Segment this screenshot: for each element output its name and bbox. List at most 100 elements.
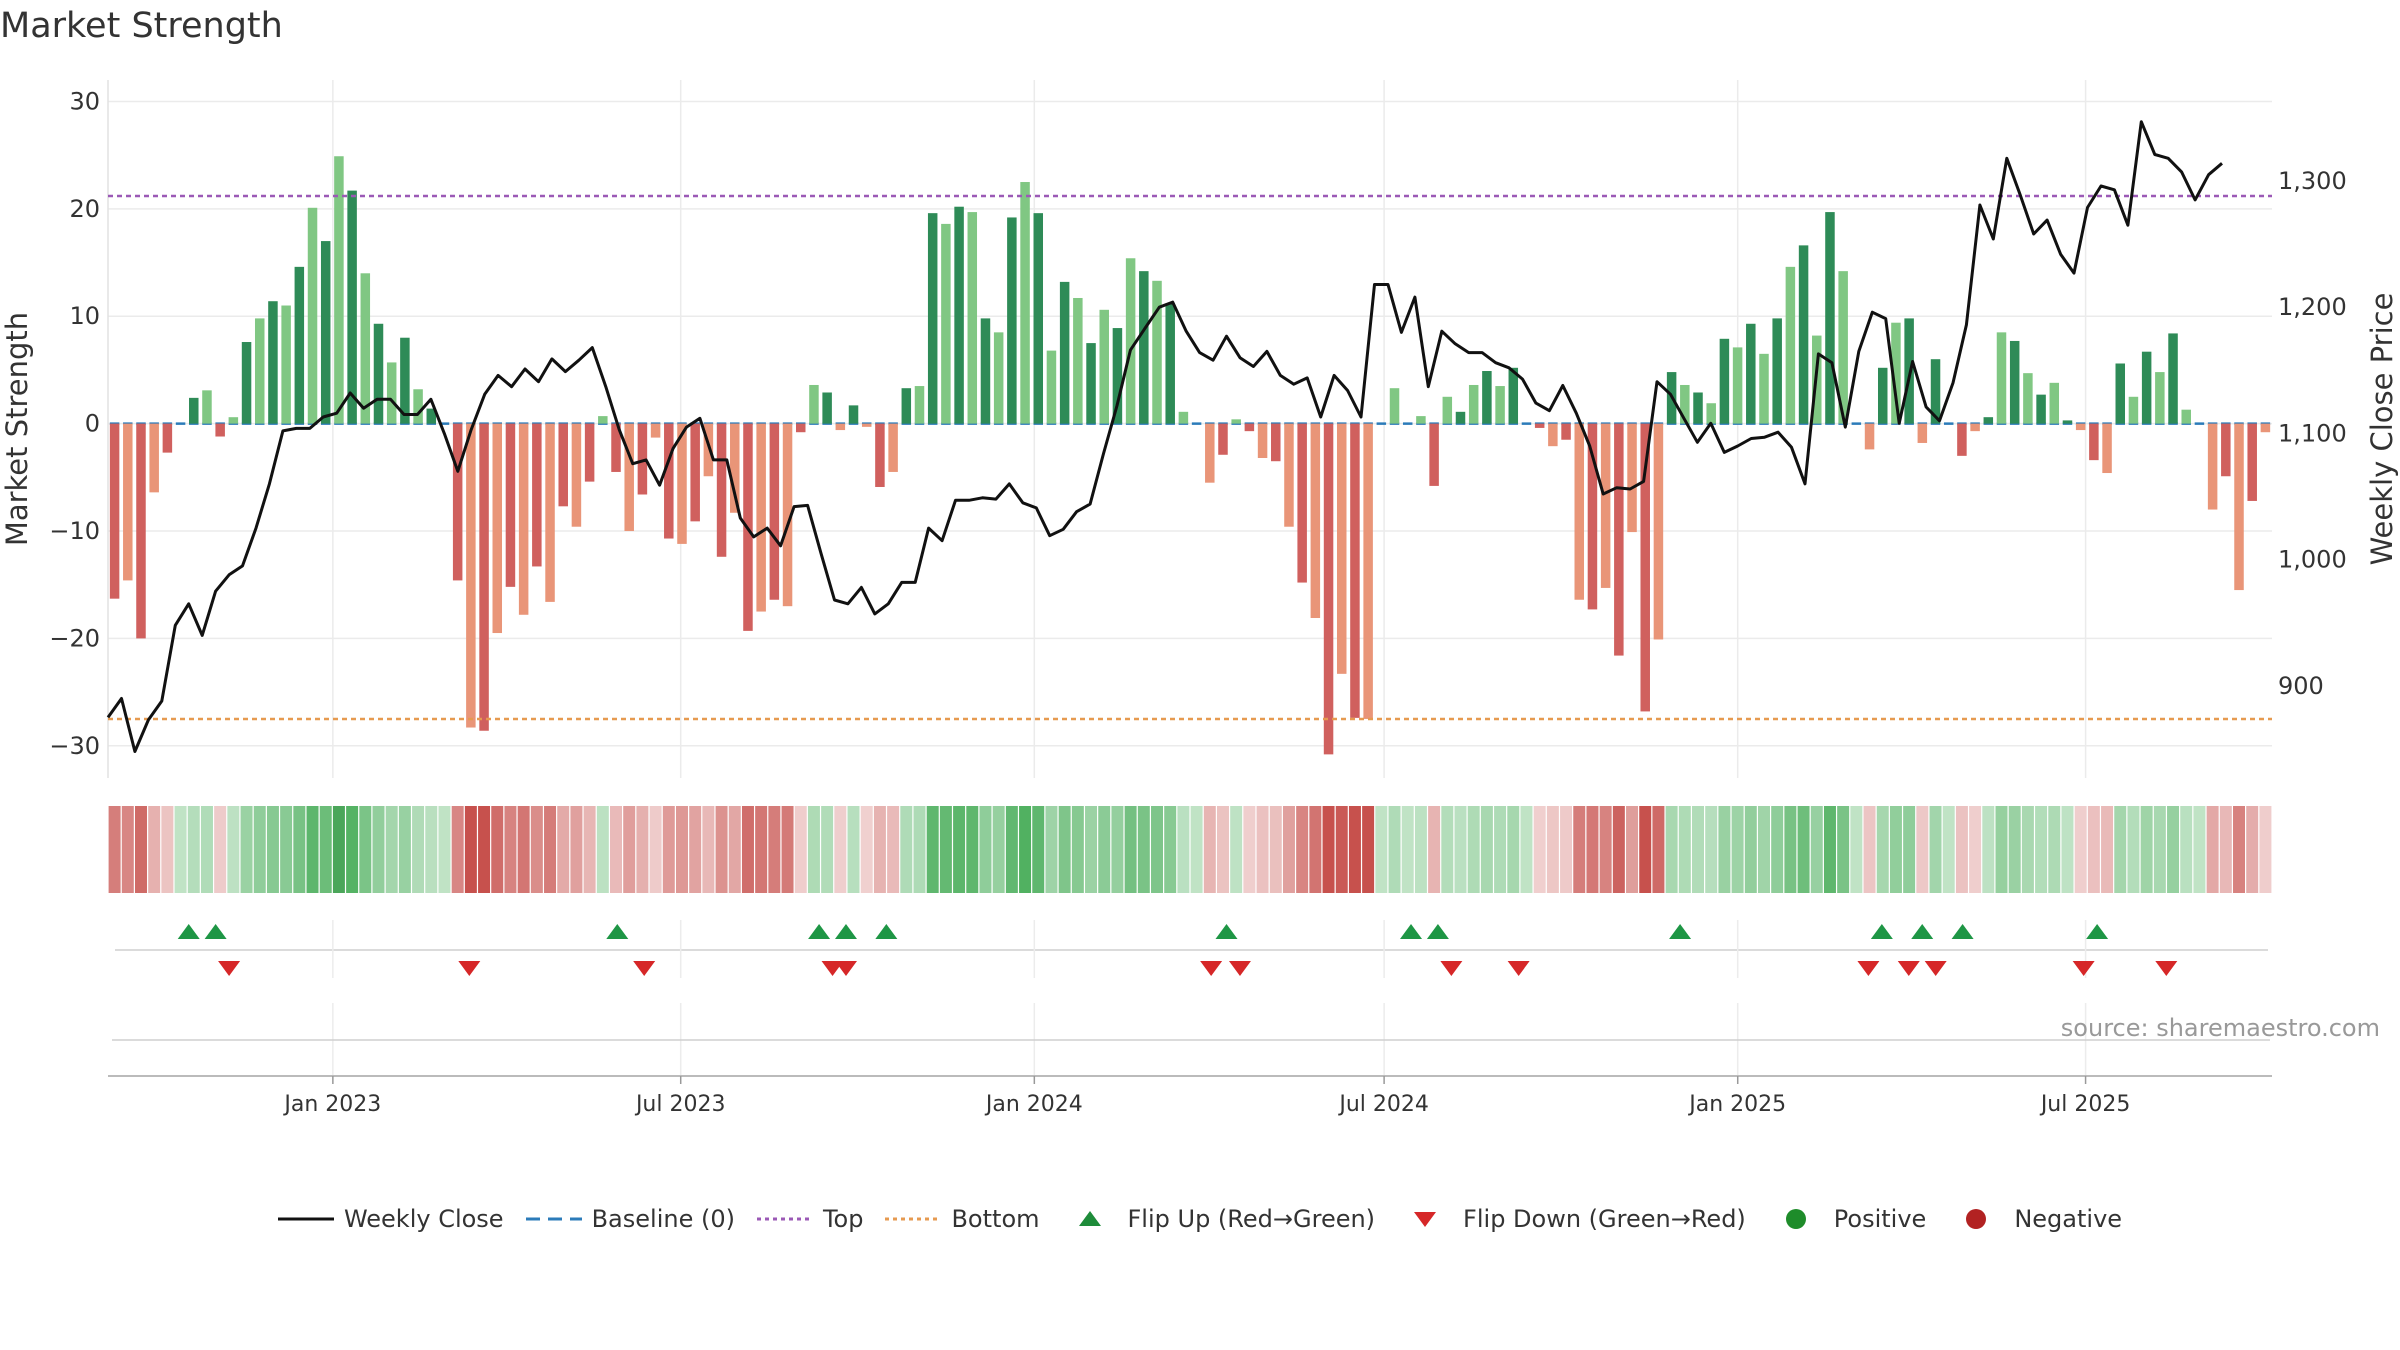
heat-cell [174, 806, 187, 893]
strength-bar [1680, 384, 1690, 424]
x-tick-label: Jan 2023 [282, 1092, 381, 1117]
heat-cell [596, 806, 609, 893]
price-line-group [106, 120, 2223, 753]
flip-up-marker [2086, 924, 2109, 939]
strength-bar [241, 342, 252, 424]
strength-bar [941, 223, 951, 424]
flip-up-marker [606, 924, 629, 939]
legend-label: Positive [1833, 1205, 1927, 1233]
strength-bar [1983, 417, 1994, 424]
strength-bar [1455, 411, 1466, 424]
chart-title: Market Strength [0, 6, 283, 46]
heat-cell [1982, 806, 1995, 893]
heat-cell [966, 806, 979, 893]
strength-bar [307, 207, 318, 424]
legend-label: Baseline (0) [591, 1205, 735, 1233]
strength-bar [1284, 423, 1294, 527]
strength-bar [426, 408, 437, 424]
legend-item: Top [756, 1205, 863, 1233]
strength-bar [980, 318, 991, 424]
strength-bar [1020, 182, 1030, 424]
strength-bar [703, 423, 714, 477]
strength-bar [1640, 423, 1650, 712]
heat-cell [253, 806, 266, 893]
heat-cell [662, 806, 675, 893]
heat-cell [1137, 806, 1150, 893]
heat-cell [926, 806, 939, 893]
strength-bar [215, 423, 225, 437]
heat-cell [715, 806, 728, 893]
flip-down-marker [1507, 961, 1530, 976]
strength-bar [2062, 420, 2073, 424]
heat-cell [2206, 806, 2219, 893]
flip-up-marker [875, 924, 898, 939]
flip-down-marker [458, 961, 481, 976]
left-tick-label: 0 [85, 410, 100, 438]
heat-cell [544, 806, 557, 893]
strength-bar [1534, 423, 1545, 428]
strength-bar [360, 273, 371, 424]
strength-bar [624, 423, 634, 532]
flip-down-marker [1440, 961, 1463, 976]
heat-cell [451, 806, 464, 893]
heat-cell [610, 806, 623, 893]
heat-cell [1837, 806, 1850, 893]
heat-cell [953, 806, 966, 893]
flip-up-marker [1426, 924, 1449, 939]
legend-label: Bottom [951, 1205, 1040, 1233]
x-tick-label: Jul 2023 [634, 1092, 726, 1117]
strength-bar [1864, 423, 1875, 450]
flip-down-marker [1200, 961, 1223, 976]
heat-cell [2153, 806, 2166, 893]
flip-up-marker [1400, 924, 1423, 939]
strength-bar [1033, 213, 1044, 424]
heat-cell [1969, 806, 1982, 893]
heat-cell [900, 806, 913, 893]
strength-bar [334, 156, 344, 424]
heat-cell [1296, 806, 1309, 893]
heat-cell [266, 806, 279, 893]
heat-cell [214, 806, 227, 893]
heat-cell [1124, 806, 1137, 893]
heat-cell [425, 806, 438, 893]
heat-cell [1929, 806, 1942, 893]
heat-cell [1045, 806, 1058, 893]
heat-cell [134, 806, 147, 893]
strength-bar [1548, 423, 1558, 447]
legend-label: Flip Down (Green→Red) [1463, 1205, 1746, 1233]
strength-bar [1350, 423, 1360, 718]
heat-cell [2008, 806, 2021, 893]
strength-bar [1600, 423, 1611, 588]
heat-cell [1546, 806, 1559, 893]
strength-bar [875, 423, 885, 487]
legend-swatch [1414, 1212, 1437, 1227]
heat-cell [675, 806, 688, 893]
heat-cell [794, 806, 807, 893]
heat-cell [1203, 806, 1216, 893]
heat-cell [1731, 806, 1744, 893]
strength-bar [1112, 328, 1123, 424]
heat-cell [781, 806, 794, 893]
heat-cell [2233, 806, 2246, 893]
heat-cell [2061, 806, 2074, 893]
heat-cell [1652, 806, 1665, 893]
legend: Weekly Close Baseline (0) Top Bottom Flip Up… [0, 1205, 2400, 1237]
heat-cell [280, 806, 293, 893]
strength-bar [545, 423, 555, 602]
strength-bar [967, 212, 978, 424]
heat-cell [1757, 806, 1770, 893]
heat-cell [2021, 806, 2034, 893]
strength-bar [268, 301, 278, 424]
heat-cell [1085, 806, 1098, 893]
heat-cell [412, 806, 425, 893]
heat-cell [702, 806, 715, 893]
right-tick-label: 1,300 [2278, 167, 2347, 195]
strength-bar [479, 423, 489, 731]
strength-bar [2128, 396, 2139, 424]
heat-cell [913, 806, 926, 893]
strength-bar [123, 423, 133, 581]
strength-bar [2234, 423, 2244, 591]
strength-bar [1772, 318, 1782, 424]
heat-cell [293, 806, 306, 893]
